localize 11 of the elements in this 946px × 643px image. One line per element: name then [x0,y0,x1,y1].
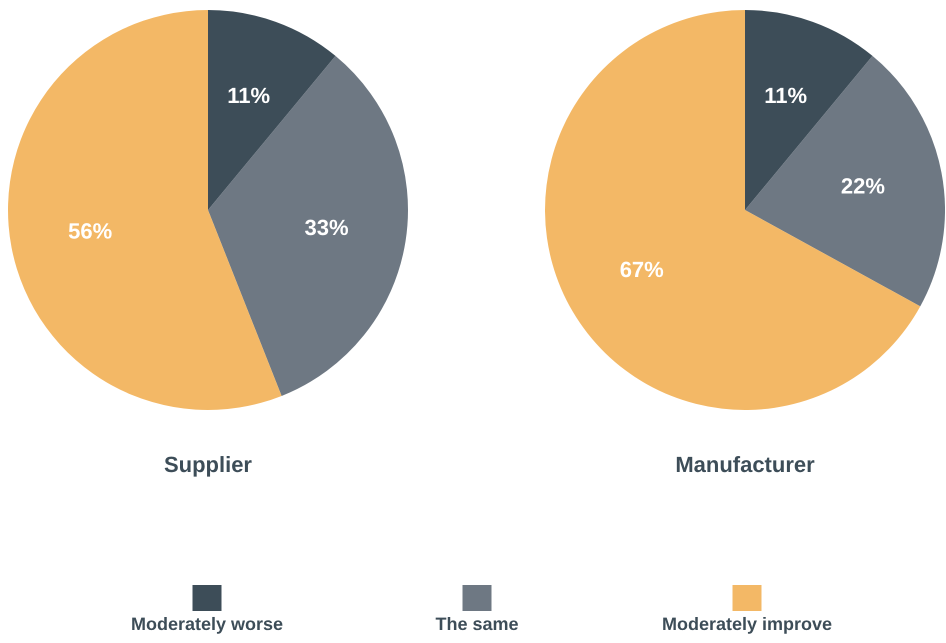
data-label: 33% [304,214,349,240]
text: Supplier [162,452,253,478]
text: Manufacturer [674,452,816,478]
legend-label: The same [435,614,519,634]
data-label: 56% [68,218,112,244]
data-label: 67% [620,257,664,282]
data-label: 22% [840,174,885,199]
legend-label: Moderately worse [130,614,284,634]
data-label: 11% [227,83,270,108]
legend-label: Moderately improve [662,614,832,634]
data-label: 11% [764,83,808,108]
